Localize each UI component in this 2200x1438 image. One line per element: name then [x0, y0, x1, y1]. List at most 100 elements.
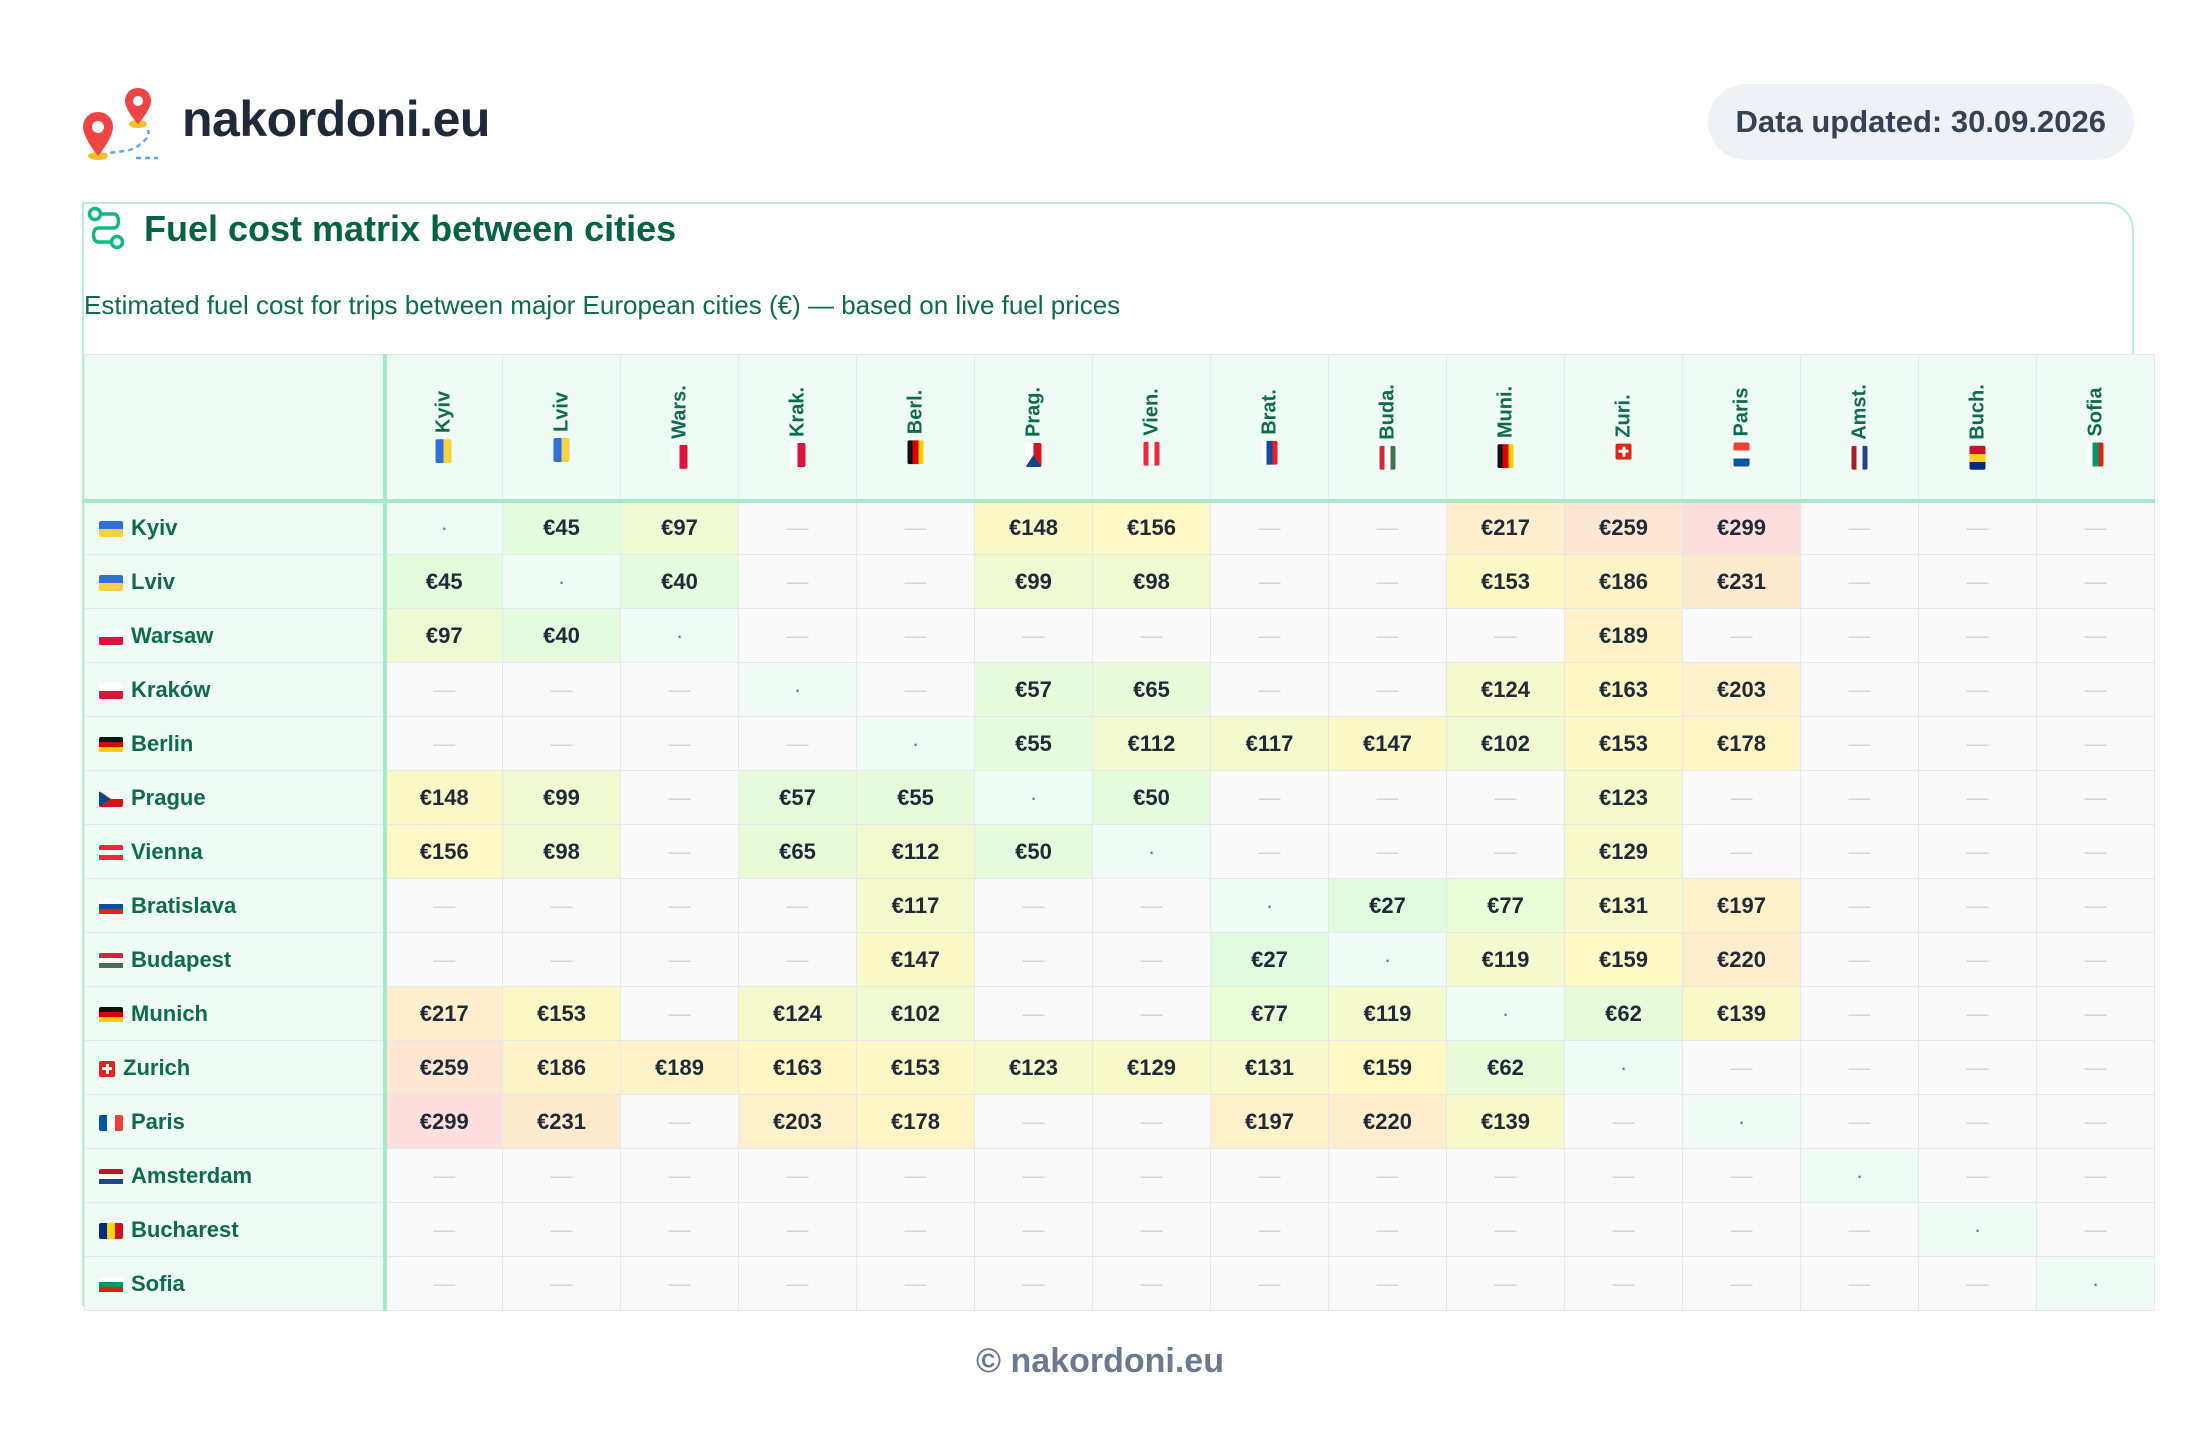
matrix-cell-self: · — [738, 662, 857, 717]
matrix-cell-empty: — — [738, 878, 857, 933]
matrix-cell-empty: — — [738, 1256, 857, 1311]
column-header-text: Buch. — [1966, 383, 1988, 440]
matrix-cell-empty: — — [502, 1256, 621, 1311]
row-header-text: Budapest — [131, 946, 232, 972]
matrix-cell-empty: — — [2036, 554, 2155, 609]
matrix-cell-empty: — — [1210, 662, 1329, 717]
matrix-cell-empty: — — [974, 1256, 1093, 1311]
table-row: Vienna €156 €98— €65 €112 €50 · — — — €129— — — — — [84, 824, 2155, 879]
table-row: Zurich €259 €186 €189 €163 €153 €123 €129 €131 €1… — [84, 1040, 2155, 1095]
column-header-kyiv: Kyiv — [384, 354, 503, 501]
column-header-label: Kyiv — [433, 391, 456, 463]
row-header-budapest: Budapest — [84, 932, 387, 987]
matrix-cell-self: · — [620, 608, 739, 663]
matrix-cell-cost: €153 — [856, 1040, 975, 1095]
matrix-cell-cost: €55 — [974, 716, 1093, 771]
flag-de-icon — [1497, 443, 1513, 468]
flag-at-icon — [99, 844, 123, 861]
matrix-cell-cost: €65 — [738, 824, 857, 879]
column-header-budapest: Buda. — [1328, 354, 1447, 501]
column-header-text: Prag. — [1022, 386, 1044, 437]
matrix-cell-empty: — — [384, 932, 503, 987]
matrix-cell-self: · — [1918, 1202, 2037, 1257]
column-header-label: Wars. — [668, 385, 691, 469]
row-header-sofia: Sofia — [84, 1256, 387, 1311]
matrix-cell-empty: — — [1800, 824, 1919, 879]
matrix-cell-cost: €147 — [856, 932, 975, 987]
matrix-cell-empty: — — [856, 554, 975, 609]
table-row: Warsaw €97 €40 · — — — — — — — €189— — — — — [84, 608, 2155, 663]
data-updated-badge: Data updated: 30.09.2026 — [1707, 84, 2134, 160]
matrix-cell-cost: €112 — [856, 824, 975, 879]
matrix-cell-empty: — — [1800, 878, 1919, 933]
matrix-cell-cost: €55 — [856, 770, 975, 825]
row-header-text: Kraków — [131, 676, 211, 702]
matrix-cell-empty: — — [738, 554, 857, 609]
matrix-cell-cost: €40 — [502, 608, 621, 663]
matrix-cell-cost: €153 — [1564, 716, 1683, 771]
column-header-label: Buch. — [1966, 384, 1989, 470]
column-header-amsterdam: Amst. — [1800, 354, 1919, 501]
matrix-cell-empty: — — [1918, 824, 2037, 879]
matrix-cell-empty: — — [620, 1256, 739, 1311]
matrix-cell-empty: — — [856, 1202, 975, 1257]
matrix-cell-empty: — — [1328, 662, 1447, 717]
column-header-label: Lviv — [550, 392, 573, 462]
matrix-cell-empty: — — [384, 662, 503, 717]
matrix-cell-empty: — — [620, 878, 739, 933]
row-header-amsterdam: Amsterdam — [84, 1148, 387, 1203]
row-header-munich: Munich — [84, 986, 387, 1041]
matrix-cell-empty: — — [384, 1202, 503, 1257]
row-header-zurich: Zurich — [84, 1040, 387, 1095]
matrix-cell-empty: — — [1092, 1094, 1211, 1149]
column-header-label: Krak. — [786, 387, 809, 467]
matrix-cell-empty: — — [2036, 824, 2155, 879]
matrix-cell-empty: — — [1682, 1148, 1801, 1203]
matrix-cell-cost: €148 — [974, 500, 1093, 555]
matrix-cell-self: · — [1328, 932, 1447, 987]
matrix-table-container[interactable]: Kyiv Lviv Wars. Krak. Berl. Prag. Vien. Brat. Bu… — [84, 354, 2155, 1311]
matrix-cell-empty: — — [974, 932, 1093, 987]
flag-at-icon — [1143, 441, 1159, 466]
matrix-cell-self: · — [1092, 824, 1211, 879]
matrix-cell-empty: — — [1918, 878, 2037, 933]
matrix-cell-empty: — — [856, 662, 975, 717]
flag-ua-icon — [99, 574, 123, 591]
matrix-cell-empty: — — [384, 1256, 503, 1311]
flag-pl-icon — [789, 442, 805, 467]
flag-nl-icon — [99, 1168, 123, 1185]
matrix-cell-cost: €99 — [502, 770, 621, 825]
column-header-text: Brat. — [1258, 388, 1280, 435]
matrix-cell-cost: €45 — [384, 554, 503, 609]
matrix-cell-empty: — — [1446, 608, 1565, 663]
column-header-paris: Paris — [1682, 354, 1801, 501]
matrix-cell-cost: €148 — [384, 770, 503, 825]
column-header-text: Kyiv — [432, 390, 455, 433]
matrix-cell-cost: €153 — [502, 986, 621, 1041]
matrix-cell-cost: €45 — [502, 500, 621, 555]
column-header-text: Wars. — [668, 384, 690, 439]
matrix-cell-empty: — — [738, 716, 857, 771]
matrix-cell-cost: €197 — [1682, 878, 1801, 933]
brand-name[interactable]: nakordoni.eu — [182, 91, 490, 147]
column-header-bratislava: Brat. — [1210, 354, 1329, 501]
matrix-cell-cost: €159 — [1564, 932, 1683, 987]
matrix-cell-empty: — — [1682, 824, 1801, 879]
matrix-cell-empty: — — [856, 1148, 975, 1203]
matrix-cell-empty: — — [1446, 770, 1565, 825]
matrix-cell-empty: — — [1918, 1094, 2037, 1149]
column-header-text: Sofia — [2084, 387, 2106, 437]
flag-cz-icon — [1025, 442, 1041, 467]
matrix-cell-empty: — — [1800, 770, 1919, 825]
matrix-cell-empty: — — [738, 1148, 857, 1203]
footer-copyright: © nakordoni.eu — [976, 1342, 1224, 1380]
matrix-cell-empty: — — [502, 878, 621, 933]
matrix-cell-cost: €259 — [1564, 500, 1683, 555]
matrix-cell-cost: €299 — [384, 1094, 503, 1149]
column-header-label: Sofia — [2084, 387, 2107, 467]
matrix-cell-empty: — — [502, 932, 621, 987]
matrix-cell-cost: €119 — [1446, 932, 1565, 987]
row-header-bucharest: Bucharest — [84, 1202, 387, 1257]
matrix-cell-empty: — — [1446, 1202, 1565, 1257]
table-row: Paris €299 €231— €203 €178— — €197 €220 €139— · — —… — [84, 1094, 2155, 1149]
